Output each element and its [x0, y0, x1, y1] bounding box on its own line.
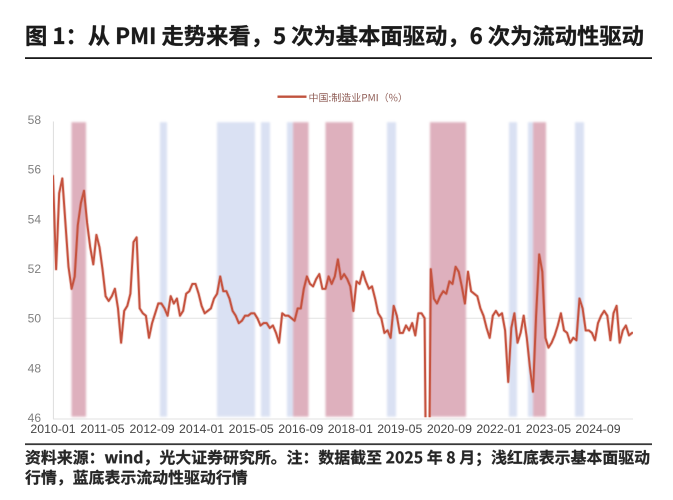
svg-text:50: 50 — [28, 312, 42, 326]
svg-text:56: 56 — [28, 163, 42, 177]
svg-text:2020-09: 2020-09 — [427, 422, 472, 436]
svg-text:46: 46 — [28, 411, 42, 425]
svg-text:2010-01: 2010-01 — [30, 422, 75, 436]
svg-text:2012-09: 2012-09 — [130, 422, 175, 436]
svg-text:2023-05: 2023-05 — [526, 422, 571, 436]
svg-text:54: 54 — [28, 212, 42, 226]
svg-text:2016-09: 2016-09 — [278, 422, 323, 436]
svg-text:2019-05: 2019-05 — [377, 422, 422, 436]
svg-text:2018-01: 2018-01 — [328, 422, 373, 436]
svg-text:58: 58 — [28, 113, 42, 127]
svg-text:2011-05: 2011-05 — [80, 422, 124, 436]
svg-text:52: 52 — [28, 262, 42, 276]
svg-text:2014-01: 2014-01 — [179, 422, 224, 436]
svg-text:2015-05: 2015-05 — [229, 422, 274, 436]
svg-text:2024-09: 2024-09 — [575, 422, 620, 436]
svg-text:2022-01: 2022-01 — [476, 422, 521, 436]
svg-text:48: 48 — [28, 361, 42, 375]
